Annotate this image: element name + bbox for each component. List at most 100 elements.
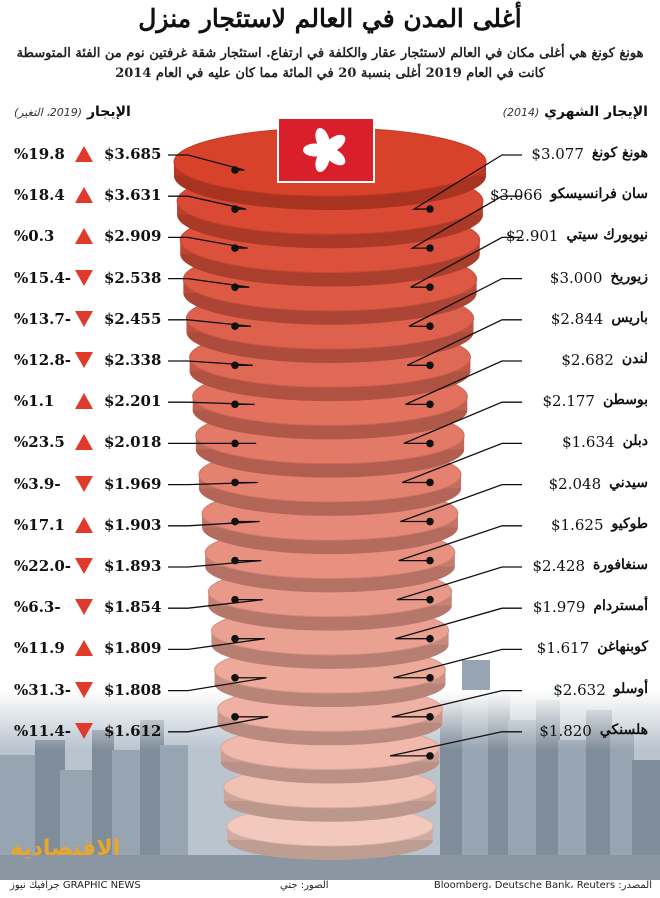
triangle-down-icon [75,269,93,286]
rent-2014: $1.979 [532,598,586,617]
change-percent: %19.8 [14,145,65,163]
connector-2014 [389,731,522,757]
header-rent-2019-label: الإيجار [86,104,131,120]
connector-2014 [406,319,522,366]
change-percent: %15.4- [14,268,72,287]
rent-2014: $2.844 [550,309,604,328]
subtitle-line-2: كانت في العام 2019 أغلى بنسبة 20 في الما… [115,66,545,81]
rent-2019: $1.893 [104,557,162,575]
rent-2019: $3.631 [104,186,162,205]
city-name: هلسنكي [599,721,648,738]
rent-2014: $2.632 [553,680,606,699]
rent-2019: $1.809 [104,639,162,658]
rent-2019: $2.455 [104,309,162,328]
header-rent-2014-note: (2014) [502,106,540,119]
connector-dot-2014 [426,244,434,252]
connector-dot-2019 [231,166,239,174]
change-percent: %6.3- [14,598,61,617]
rent-2014: $1.634 [562,433,615,452]
rent-2014: $3.066 [489,186,543,205]
connector-dot-2019 [231,205,239,213]
connector-2014 [410,236,522,288]
hong-kong-flag-icon [277,117,375,183]
rent-2019: $2.338 [104,351,162,369]
connector-2014 [396,566,522,601]
connector-dot-2014 [426,556,434,565]
change-percent: %1.1 [14,392,55,411]
connector-2019 [168,195,247,210]
connector-2019 [168,638,265,651]
rent-2014: $2.177 [542,392,595,411]
header-rent-2019: الإيجار (2019، التغير) [14,104,131,120]
triangle-up-icon [75,516,93,533]
city-name: سان فرانسيسكو [550,186,648,203]
header-rent-2019-note: (2019، التغير) [14,106,83,119]
connector-2014 [411,154,522,210]
connector-dot-2014 [426,673,434,682]
header-rent-2014-label: الإيجار الشهري [544,104,648,120]
footer-photos: الصور: جتي [280,880,329,891]
connector-dot-2019 [231,439,239,448]
rent-2014: $3.077 [531,145,584,163]
connector-dot-2019 [231,361,239,370]
rent-2019: $2.538 [104,268,162,287]
change-percent: %22.0- [14,557,72,575]
connector-2019 [168,319,252,327]
connector-2019 [168,677,267,692]
connector-dot-2019 [231,713,239,721]
city-name: بوسطن [602,392,648,409]
change-percent: %12.8- [14,351,72,369]
city-name: هونغ كونغ [591,145,648,161]
connector-2014 [400,483,522,523]
page-title: أغلى المدن في العالم لاستئجار منزل [138,4,522,33]
change-percent: %13.7- [14,309,72,328]
connector-dot-2014 [426,400,434,409]
connector-2019 [168,154,245,171]
change-percent: %23.5 [14,433,65,452]
rent-2019: $1.969 [104,474,162,493]
connector-2014 [401,442,522,484]
triangle-up-icon [75,640,93,657]
connector-dot-2014 [426,752,434,760]
city-name: دبلن [622,433,648,450]
triangle-down-icon [75,310,93,327]
rent-2014: $1.617 [536,639,590,658]
skyline-building [92,730,114,880]
connector-dot-2014 [426,283,434,291]
triangle-down-icon [75,352,93,368]
triangle-down-icon [75,681,93,698]
connector-2014 [408,277,522,327]
connector-dot-2014 [426,205,434,213]
city-name: سيدني [609,474,648,491]
connector-dot-2014 [426,322,434,331]
footer-source: المصدر: Bloomberg، Deutsche Bank، Reuter… [433,880,652,891]
connector-2014 [409,195,522,249]
connector-2019 [168,360,253,366]
triangle-down-icon [75,475,93,492]
subtitle-line-1: هونغ كونغ هي أغلى مكان في العالم لاستئجا… [16,46,644,61]
triangle-down-icon [75,558,93,574]
city-name: باريس [611,309,648,326]
connector-dot-2019 [231,400,239,409]
connector-2014 [405,360,522,406]
rent-2019: $1.854 [104,598,162,617]
triangle-up-icon [75,146,93,162]
change-percent: %17.1 [14,515,65,534]
change-percent: %11.9 [14,639,65,658]
rent-2014: $2.048 [548,474,602,493]
rent-2014: $1.625 [551,515,604,534]
connector-dot-2014 [426,634,434,643]
connector-2019 [168,598,264,609]
connector-dot-2019 [231,478,239,487]
connector-dot-2014 [426,361,434,370]
rent-2019: $2.018 [104,433,162,452]
rent-2019: $1.903 [104,515,162,534]
connector-dot-2014 [426,595,434,604]
city-name: زيوريخ [610,268,648,285]
connector-dot-2014 [426,478,434,487]
connector-dot-2014 [426,517,434,526]
triangle-up-icon [75,434,93,451]
triangle-down-icon [75,599,93,616]
